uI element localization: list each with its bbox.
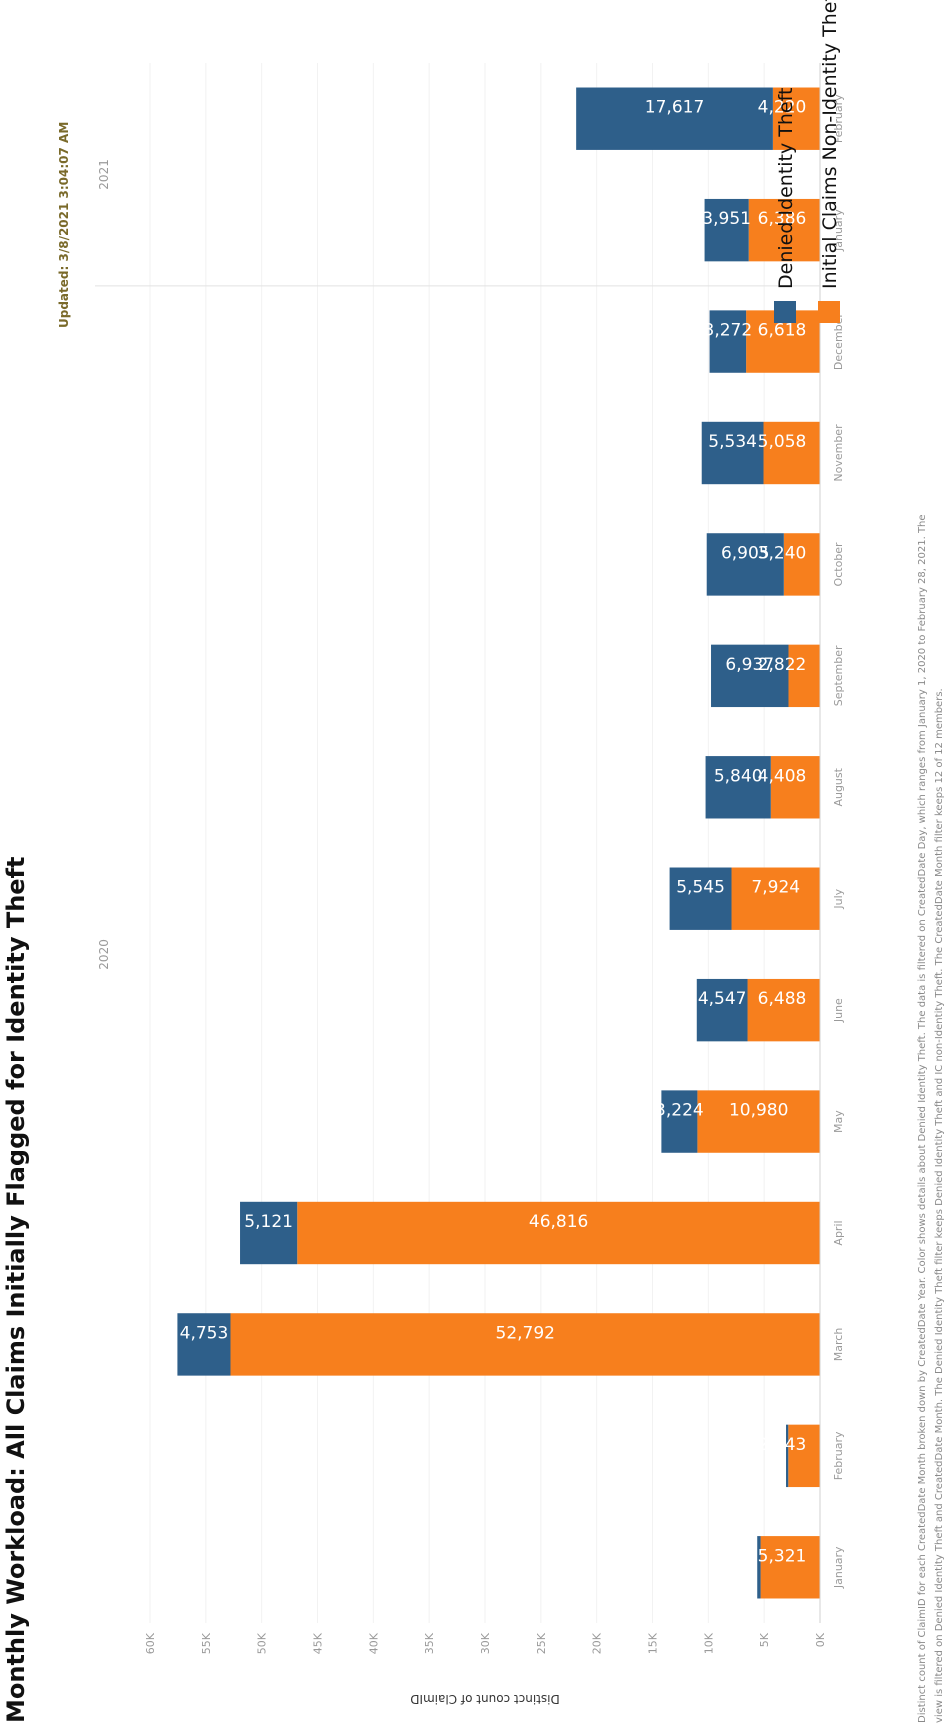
bar-initial-claims <box>772 87 820 150</box>
x-tick-label: November <box>832 424 845 482</box>
bar-denied-identity-theft <box>757 1536 761 1599</box>
legend-label: Denied Identity Theft <box>775 88 797 289</box>
data-label-initial: 5,321 <box>758 1546 807 1566</box>
data-label-initial: 10,980 <box>729 1101 788 1121</box>
data-label-initial: 4,408 <box>758 766 807 786</box>
plot-area <box>149 63 821 1623</box>
x-tick-label: May <box>832 1110 845 1133</box>
x-tick-label: October <box>832 542 845 586</box>
x-tick-label: September <box>832 645 845 706</box>
data-label-initial: 6,618 <box>758 321 807 341</box>
chart-title: Monthly Workload: All Claims Initially F… <box>2 857 30 1723</box>
bar-initial-claims <box>731 867 820 930</box>
bar-initial-claims <box>297 1201 821 1265</box>
bar-initial-claims <box>763 421 820 485</box>
bar-initial-claims <box>760 1536 820 1599</box>
y-tick-label: 50K <box>256 1632 269 1654</box>
bar-denied-identity-theft <box>711 644 789 708</box>
data-label-denied: 3,272 <box>703 321 752 341</box>
bar-denied-identity-theft <box>701 421 764 485</box>
data-label-initial: 4,220 <box>758 98 807 118</box>
bar-denied-identity-theft <box>696 978 748 1042</box>
data-label-initial: 2,822 <box>758 655 807 675</box>
bar-denied-identity-theft <box>705 756 771 819</box>
data-label-initial: 6,488 <box>758 989 807 1009</box>
y-tick-label: 60K <box>144 1632 157 1654</box>
bar-initial-claims <box>697 1090 821 1153</box>
data-label-initial: 6,386 <box>758 209 807 229</box>
y-tick-label: 20K <box>591 1632 604 1654</box>
bar-denied-identity-theft <box>576 87 773 150</box>
data-label-denied: 5,840 <box>714 766 763 786</box>
y-tick-label: 55K <box>200 1632 213 1654</box>
bar-denied-identity-theft <box>661 1090 698 1153</box>
data-label-denied: 5,545 <box>676 878 725 898</box>
bar-denied-identity-theft <box>704 198 749 262</box>
x-tick-label: December <box>832 313 845 371</box>
y-tick-label: 15K <box>647 1632 660 1654</box>
x-tick-label: February <box>832 94 845 143</box>
data-label-initial: 2,843 <box>758 1435 807 1455</box>
bar-initial-claims <box>788 644 821 708</box>
data-label-denied: 3,951 <box>702 209 751 229</box>
data-label-initial: 3,240 <box>758 543 807 563</box>
bar-denied-identity-theft <box>240 1201 298 1265</box>
bars-group: 5,321 2,843 52,792 4,753 46,816 5,121 10,980 3,… <box>177 87 821 1599</box>
y-tick-label: 30K <box>479 1632 492 1654</box>
bar-denied-identity-theft <box>786 1424 789 1488</box>
bar-denied-identity-theft <box>669 867 732 930</box>
bar-initial-claims <box>788 1424 821 1488</box>
bar-initial-claims <box>746 310 820 373</box>
bar-initial-claims <box>747 978 820 1042</box>
x-tick-label: January <box>832 209 845 252</box>
bar-initial-claims <box>783 533 821 596</box>
data-label-denied: 5,534 <box>708 432 757 452</box>
footnote-line-2: view is filtered on Denied Identity Thef… <box>934 688 945 1723</box>
legend-swatch <box>774 301 796 323</box>
data-label-denied: 5,121 <box>244 1212 293 1232</box>
updated-value: 3/8/2021 3:04:07 AM <box>57 122 71 262</box>
data-label-denied: 6,937 <box>725 655 774 675</box>
y-tick-label: 35K <box>423 1632 436 1654</box>
bar-denied-identity-theft <box>177 1313 231 1376</box>
y-tick-label: 10K <box>702 1632 715 1654</box>
data-label-initial: 5,058 <box>758 432 807 452</box>
x-tick-label: March <box>832 1328 845 1362</box>
bar-initial-claims <box>748 198 820 262</box>
bar-denied-identity-theft <box>706 533 784 596</box>
x-tick-label: February <box>832 1431 845 1480</box>
data-label-denied: 6,905 <box>721 543 770 563</box>
x-tick-label: July <box>832 888 845 909</box>
y-tick-label: 5K <box>758 1632 771 1647</box>
data-label-initial: 7,924 <box>751 878 800 898</box>
data-label-denied: 17,617 <box>645 98 704 118</box>
legend: Denied Identity Theft Initial Claims Non-… <box>774 0 841 323</box>
bar-initial-claims <box>230 1313 821 1376</box>
x-tick-label: August <box>832 767 845 806</box>
year-header: 2020 <box>97 939 111 970</box>
data-label-denied: 4,753 <box>180 1323 229 1343</box>
x-tick-label: April <box>832 1220 845 1245</box>
data-label-denied: 4,547 <box>698 989 747 1009</box>
footnote-line-1: Distinct count of ClaimID for each Creat… <box>917 514 928 1723</box>
legend-swatch <box>818 301 840 323</box>
data-label-initial: 46,816 <box>529 1212 588 1232</box>
data-label-denied: 3,224 <box>655 1101 704 1121</box>
y-axis-title: Distinct count of ClaimID <box>410 1692 560 1706</box>
x-tick-label: June <box>832 998 845 1023</box>
y-tick-label: 45K <box>312 1632 325 1654</box>
bar-denied-identity-theft <box>709 310 747 373</box>
y-tick-label: 25K <box>535 1632 548 1654</box>
year-header: 2021 <box>97 159 111 190</box>
y-tick-label: 0K <box>814 1632 827 1647</box>
updated-label: Updated: <box>57 266 71 328</box>
data-label-initial: 52,792 <box>496 1323 555 1343</box>
updated-timestamp: Updated: 3/8/2021 3:04:07 AM <box>57 122 71 328</box>
legend-label: Initial Claims Non-Identity Theft <box>819 0 841 289</box>
y-tick-label: 40K <box>367 1632 380 1654</box>
bar-initial-claims <box>770 756 821 819</box>
x-tick-label: January <box>832 1546 845 1589</box>
